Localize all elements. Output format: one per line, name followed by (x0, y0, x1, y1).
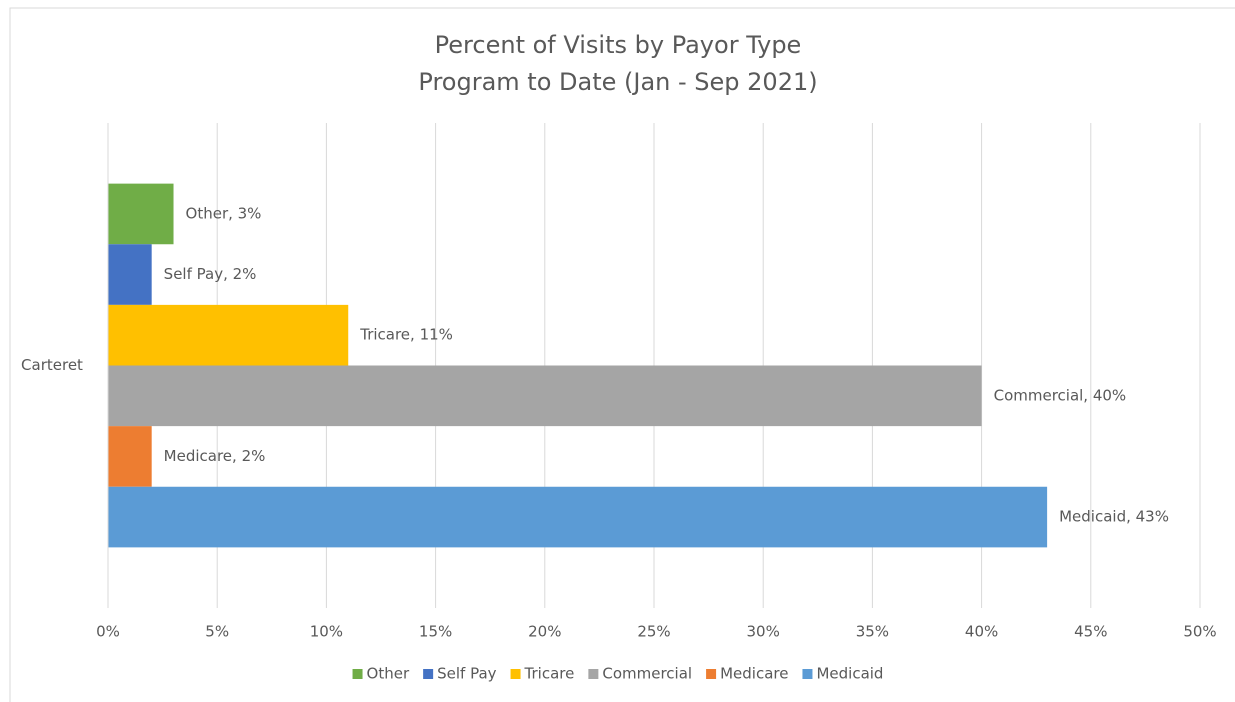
bar (108, 365, 982, 427)
bar (108, 426, 152, 487)
bar (108, 244, 152, 305)
legend-label: Medicare (720, 665, 788, 683)
x-tick-label: 30% (747, 623, 780, 641)
x-tick-label: 40% (965, 623, 998, 641)
x-tick-label: 25% (637, 623, 670, 641)
x-tick-label: 15% (419, 623, 452, 641)
legend-swatch (802, 669, 813, 679)
x-tick-label: 0% (96, 623, 120, 641)
chart-subtitle: Program to Date (Jan - Sep 2021) (418, 68, 817, 96)
data-label: Tricare, 11% (359, 326, 453, 344)
legend-label: Commercial (602, 665, 692, 683)
x-tick-label: 35% (856, 623, 889, 641)
legend-label: Tricare (524, 665, 575, 683)
chart-title: Percent of Visits by Payor Type (435, 31, 802, 59)
data-label: Other, 3% (186, 204, 262, 222)
x-tick-label: 10% (310, 623, 343, 641)
legend-swatch (510, 669, 521, 679)
x-tick-label: 20% (528, 623, 561, 641)
x-tick-label: 5% (205, 623, 229, 641)
data-label: Medicare, 2% (164, 447, 266, 465)
legend-swatch (706, 669, 717, 679)
bar (108, 183, 174, 245)
bar (108, 304, 349, 366)
data-label: Commercial, 40% (994, 386, 1127, 404)
data-label: Self Pay, 2% (164, 265, 257, 283)
legend-label: Medicaid (816, 665, 883, 683)
legend-swatch (352, 669, 363, 679)
data-label: Medicaid, 43% (1059, 508, 1169, 526)
legend-label: Self Pay (437, 665, 497, 683)
x-tick-label: 50% (1183, 623, 1216, 641)
legend-swatch (423, 669, 434, 679)
legend-swatch (588, 669, 599, 679)
y-tick-label: Carteret (21, 356, 83, 374)
x-tick-label: 45% (1074, 623, 1107, 641)
bar (108, 486, 1048, 548)
legend-label: Other (367, 665, 410, 683)
legend: Other Self Pay Tricare Commercial Medicare Me… (352, 665, 883, 683)
